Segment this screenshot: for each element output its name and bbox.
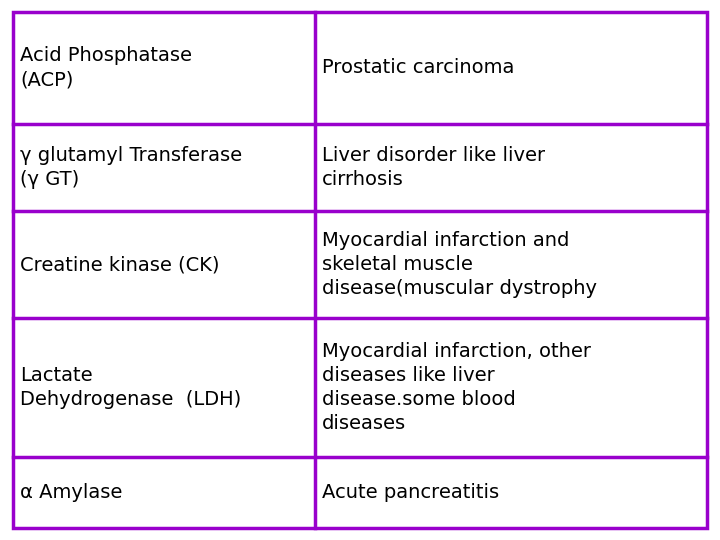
- Text: Myocardial infarction and
skeletal muscle
disease(muscular dystrophy: Myocardial infarction and skeletal muscl…: [322, 231, 597, 298]
- Text: Myocardial infarction, other
diseases like liver
disease.some blood
diseases: Myocardial infarction, other diseases li…: [322, 342, 591, 433]
- Text: α Amylase: α Amylase: [20, 483, 122, 502]
- Text: γ glutamyl Transferase
(γ GT): γ glutamyl Transferase (γ GT): [20, 146, 243, 189]
- Text: Creatine kinase (CK): Creatine kinase (CK): [20, 255, 220, 274]
- Text: Lactate
Dehydrogenase  (LDH): Lactate Dehydrogenase (LDH): [20, 366, 241, 409]
- Text: Acute pancreatitis: Acute pancreatitis: [322, 483, 499, 502]
- Text: Prostatic carcinoma: Prostatic carcinoma: [322, 58, 515, 77]
- Text: Acid Phosphatase
(ACP): Acid Phosphatase (ACP): [20, 46, 192, 90]
- Text: Liver disorder like liver
cirrhosis: Liver disorder like liver cirrhosis: [322, 146, 545, 189]
